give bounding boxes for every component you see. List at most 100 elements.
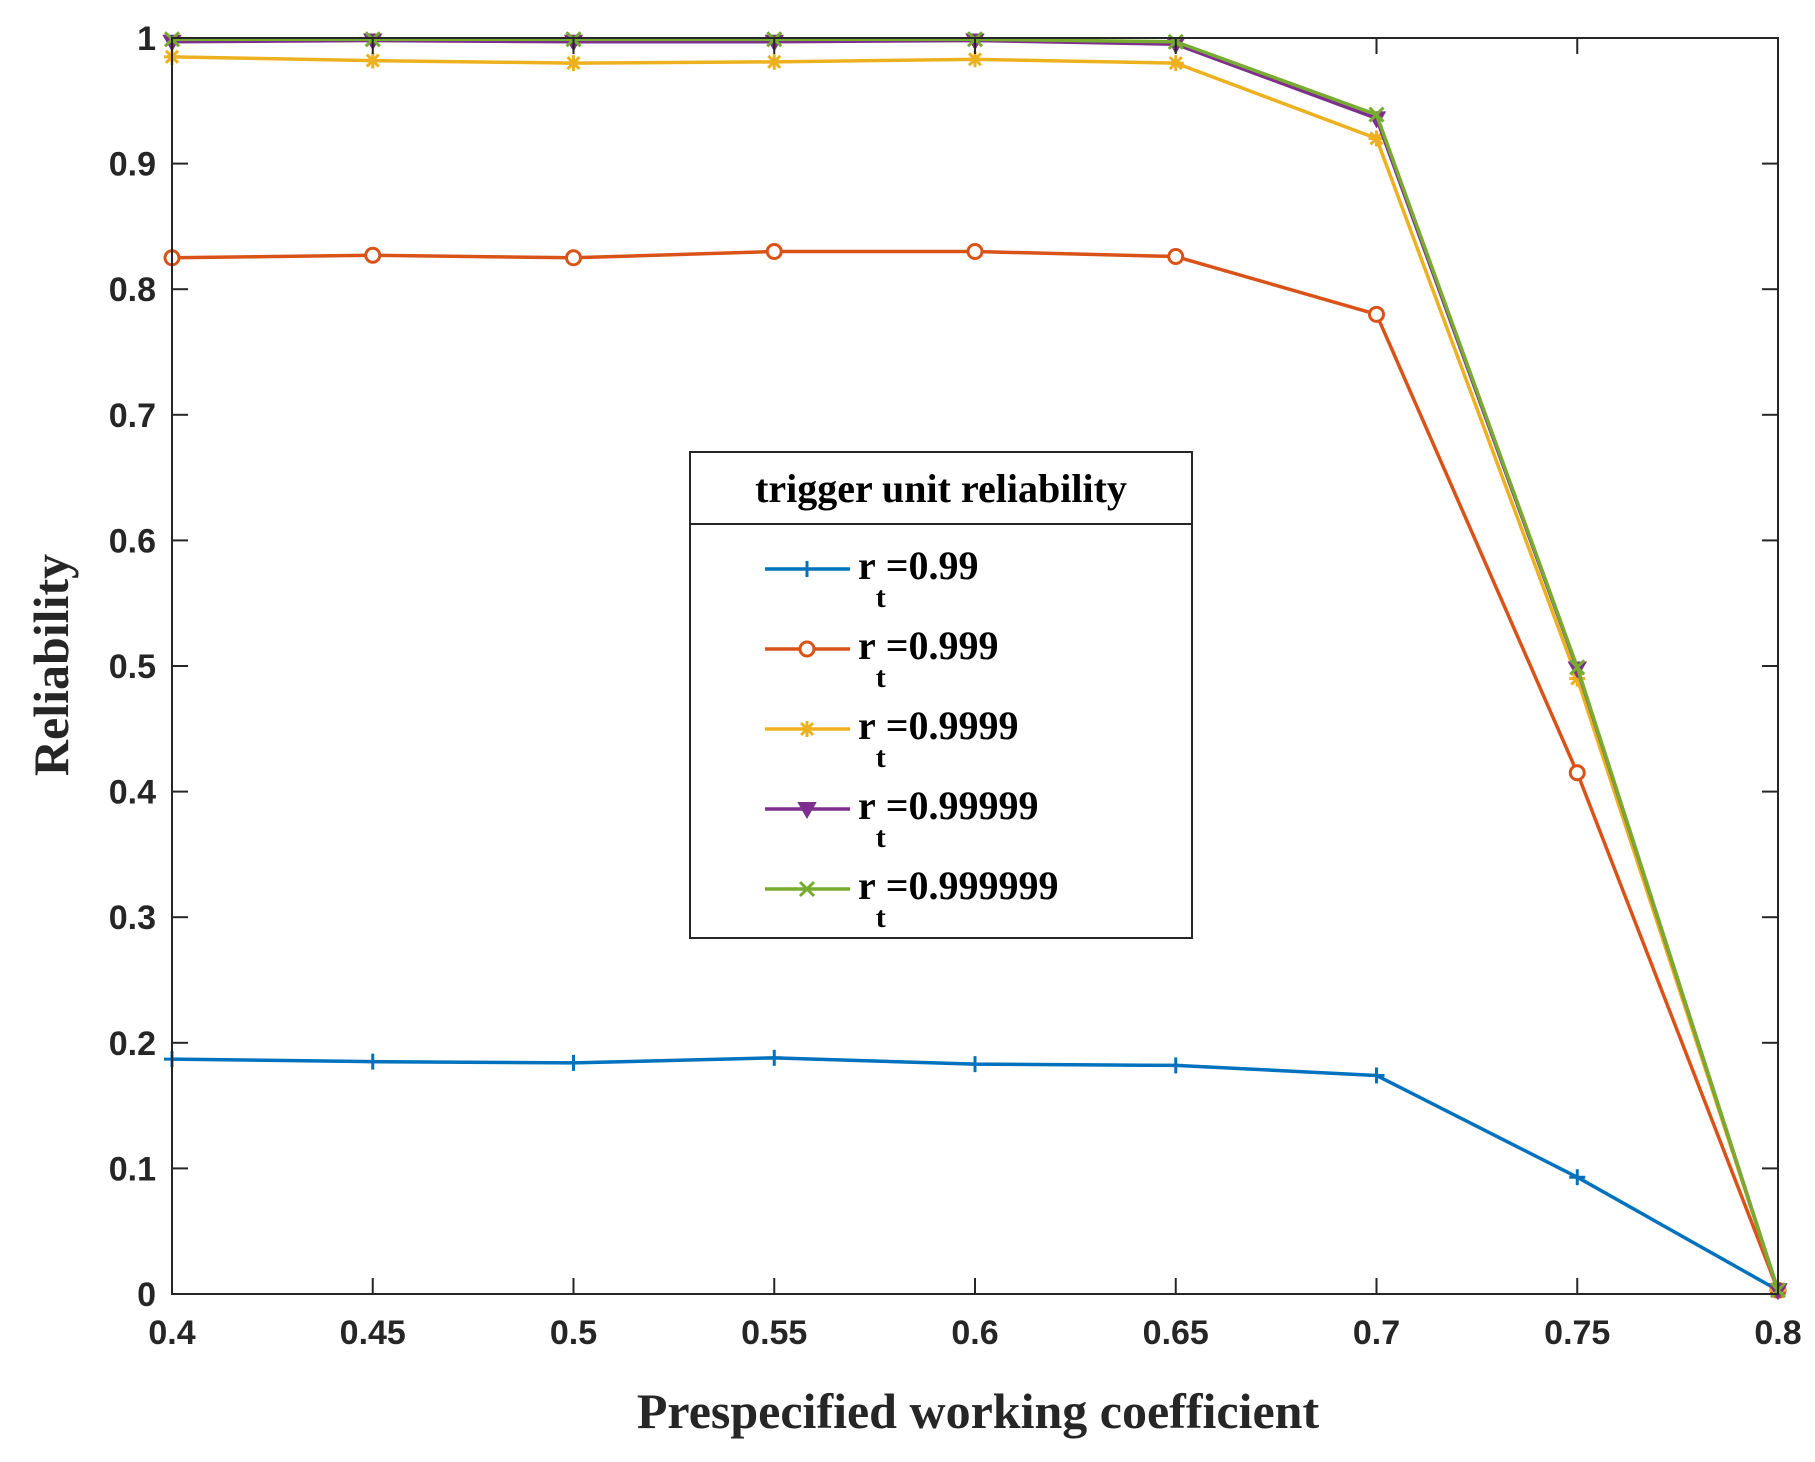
data-point — [1568, 764, 1586, 782]
y-tick-label: 0.5 — [109, 648, 156, 686]
legend-marker — [799, 721, 815, 737]
y-tick-label: 1 — [137, 20, 156, 58]
legend-label-subscript: t — [876, 581, 886, 614]
marker-stroke — [1168, 56, 1183, 71]
data-point — [1368, 130, 1385, 147]
legend-box — [689, 451, 1193, 939]
marker-stroke — [967, 52, 983, 67]
data-point — [1167, 1057, 1184, 1074]
marker-stroke — [566, 56, 581, 71]
series-2 — [163, 243, 1787, 1299]
marker-circle — [1368, 305, 1385, 323]
legend-label-prefix: r — [858, 623, 876, 668]
marker-circle — [364, 246, 382, 264]
y-tick-label: 0 — [137, 1276, 156, 1314]
y-tick-label: 0.2 — [109, 1025, 156, 1063]
x-tick-label: 0.8 — [1754, 1314, 1801, 1352]
y-axis-label: Reliability — [23, 554, 79, 776]
legend-label-subscript: t — [876, 741, 886, 774]
legend-label-suffix: =0.999 — [886, 623, 999, 668]
marker-circle — [565, 249, 582, 267]
marker-stroke — [1369, 131, 1384, 146]
legend-label-subscript: t — [876, 901, 886, 934]
x-tick-label: 0.45 — [340, 1314, 406, 1352]
x-tick-label: 0.55 — [741, 1314, 807, 1352]
y-tick-label: 0.9 — [109, 146, 156, 184]
legend-label-prefix: r — [858, 543, 876, 588]
legend-title: trigger unit reliability — [755, 466, 1127, 511]
legend-marker — [799, 561, 815, 577]
data-point — [1569, 659, 1586, 676]
legend-entry: rt=0.9999 — [765, 703, 1019, 774]
y-tick-label: 0.3 — [109, 899, 156, 937]
data-point — [1368, 1067, 1385, 1084]
marker-stroke — [799, 721, 815, 737]
marker-circle — [966, 243, 984, 261]
legend-label: rt=0.9999 — [858, 703, 1019, 774]
legend-marker — [797, 802, 817, 820]
data-point — [1569, 1169, 1586, 1186]
legend-label-prefix: r — [858, 783, 876, 828]
x-tick-label: 0.5 — [550, 1314, 597, 1352]
legend-label: rt=0.99999 — [858, 783, 1039, 854]
marker-circle — [798, 640, 816, 658]
marker-circle — [1167, 248, 1185, 266]
marker-triangle — [797, 802, 817, 820]
legend-marker — [798, 640, 816, 658]
x-tick-label: 0.4 — [148, 1314, 195, 1352]
marker-stroke — [1569, 659, 1586, 676]
legend-label-prefix: r — [858, 703, 876, 748]
legend-label: rt=0.999 — [858, 623, 999, 694]
legend: trigger unit reliabilityrt=0.99rt=0.999r… — [689, 451, 1193, 939]
y-tick-label: 0.4 — [109, 774, 156, 812]
data-point — [967, 51, 983, 68]
legend-entry: rt=0.99999 — [765, 783, 1039, 854]
marker-circle — [765, 243, 783, 261]
data-point — [766, 53, 783, 70]
marker-circle — [1568, 764, 1586, 782]
x-tick-label: 0.65 — [1143, 1314, 1209, 1352]
legend-entry: rt=0.999999 — [765, 863, 1059, 934]
data-point — [765, 243, 783, 261]
x-tick-label: 0.6 — [951, 1314, 998, 1352]
x-tick-label: 0.75 — [1544, 1314, 1610, 1352]
marker-stroke — [798, 880, 816, 898]
x-tick-label: 0.7 — [1353, 1314, 1400, 1352]
legend-label-suffix: =0.99 — [886, 543, 979, 588]
data-point — [565, 55, 582, 72]
legend-label-prefix: r — [858, 863, 876, 908]
marker-stroke — [1368, 106, 1385, 123]
data-point — [967, 1056, 983, 1073]
data-point — [1368, 106, 1385, 123]
legend-label-suffix: =0.99999 — [886, 783, 1039, 828]
legend-label-suffix: =0.9999 — [886, 703, 1019, 748]
tick-labels: 0.4 0.45 0.5 0.55 0.6 0.65 0.7 0.75 0.8 0 0.1 0.2 0.… — [109, 20, 1802, 1352]
data-point — [364, 52, 381, 69]
data-point — [565, 1054, 582, 1071]
y-tick-label: 0.7 — [109, 397, 156, 435]
legend-marker — [798, 880, 816, 898]
data-point — [1368, 305, 1385, 323]
data-point — [565, 249, 582, 267]
legend-label-suffix: =0.999999 — [886, 863, 1059, 908]
legend-label: rt=0.999999 — [858, 863, 1059, 934]
legend-label-subscript: t — [876, 821, 886, 854]
marker-stroke — [365, 53, 380, 68]
legend-entry: rt=0.99 — [765, 543, 979, 614]
data-point — [766, 1049, 783, 1066]
legend-entry: rt=0.999 — [765, 623, 999, 694]
y-tick-label: 0.8 — [109, 271, 156, 309]
data-point — [1167, 55, 1184, 72]
axes — [171, 37, 1779, 1295]
marker-stroke — [767, 54, 782, 69]
y-tick-label: 0.1 — [109, 1150, 156, 1188]
data-point — [364, 1053, 381, 1070]
data-point — [966, 243, 984, 261]
data-point — [1167, 248, 1185, 266]
x-axis-label: Prespecified working coefficient — [637, 1383, 1320, 1439]
data-point — [364, 246, 382, 264]
y-tick-label: 0.6 — [109, 522, 156, 560]
legend-label: rt=0.99 — [858, 543, 979, 614]
legend-label-subscript: t — [876, 661, 886, 694]
